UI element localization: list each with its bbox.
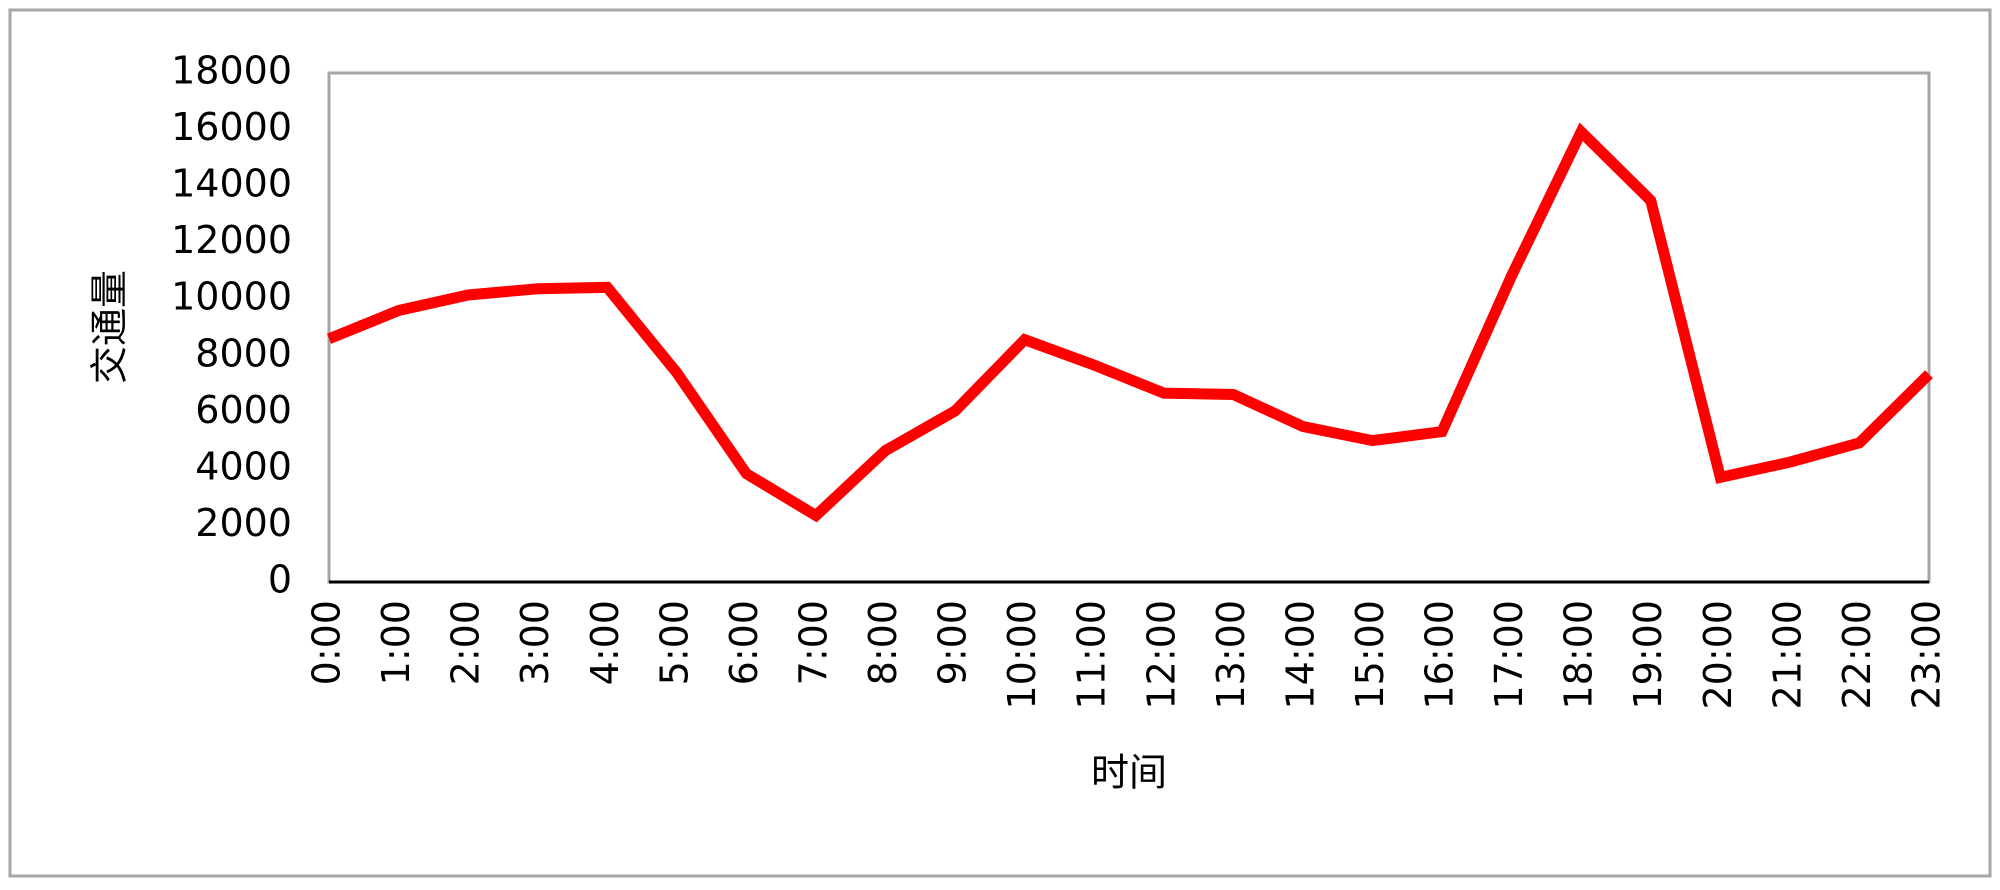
x-tick-label: 1:00 <box>374 600 418 685</box>
x-tick-label: 13:00 <box>1209 600 1253 710</box>
y-tick-label: 16000 <box>171 105 292 149</box>
y-tick-label: 2000 <box>195 501 292 545</box>
y-axis-title: 交通量 <box>88 270 132 384</box>
y-tick-label: 14000 <box>171 162 292 206</box>
y-tick-label: 18000 <box>171 49 292 93</box>
x-tick-label: 17:00 <box>1487 600 1531 710</box>
x-tick-label: 10:00 <box>1000 600 1044 710</box>
x-tick-label: 2:00 <box>444 600 488 685</box>
x-tick-label: 19:00 <box>1626 600 1670 710</box>
x-tick-label: 12:00 <box>1139 600 1183 710</box>
x-tick-label: 8:00 <box>861 600 905 685</box>
y-tick-label: 10000 <box>171 275 292 319</box>
x-tick-label: 3:00 <box>513 600 557 685</box>
y-tick-label: 8000 <box>195 331 292 375</box>
x-tick-label: 14:00 <box>1278 600 1322 710</box>
x-tick-label: 6:00 <box>722 600 766 685</box>
y-tick-label: 12000 <box>171 218 292 262</box>
x-tick-label: 4:00 <box>583 600 627 685</box>
x-tick-label: 23:00 <box>1905 600 1949 710</box>
x-tick-label: 7:00 <box>791 600 835 685</box>
x-tick-label: 0:00 <box>305 600 349 685</box>
x-tick-label: 15:00 <box>1348 600 1392 710</box>
x-tick-label: 21:00 <box>1765 600 1809 710</box>
x-tick-label: 20:00 <box>1696 600 1740 710</box>
y-tick-label: 6000 <box>195 388 292 432</box>
x-tick-label: 11:00 <box>1070 600 1114 710</box>
y-tick-label: 0 <box>268 558 292 602</box>
data-line <box>326 122 1933 523</box>
x-tick-label: 22:00 <box>1835 600 1879 710</box>
x-tick-label: 18:00 <box>1557 600 1601 710</box>
y-tick-label: 4000 <box>195 444 292 488</box>
x-tick-label: 16:00 <box>1418 600 1462 710</box>
chart-frame <box>8 8 1992 878</box>
x-tick-label: 9:00 <box>931 600 975 685</box>
x-axis-title: 时间 <box>1091 751 1167 795</box>
x-tick-label: 5:00 <box>652 600 696 685</box>
